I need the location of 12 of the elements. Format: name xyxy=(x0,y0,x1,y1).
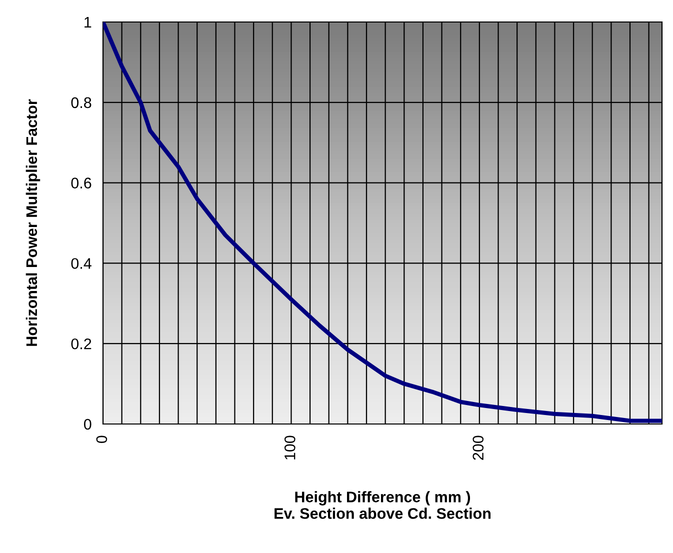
line-series xyxy=(103,22,662,423)
x-axis-title: Height Difference ( mm ) Ev. Section above Cd. Section xyxy=(274,491,491,519)
y-tick-label: 1 xyxy=(84,17,92,28)
y-tick-label: 0.6 xyxy=(71,178,92,188)
x-tick-label: 0 xyxy=(96,436,108,444)
y-tick-label: 0 xyxy=(84,418,92,430)
x-tick-label: 100 xyxy=(284,436,296,460)
y-tick-label: 0.4 xyxy=(71,258,92,269)
x-tick-label: 200 xyxy=(472,436,484,460)
y-tick-label: 0.8 xyxy=(71,97,92,108)
y-tick-label: 0.2 xyxy=(71,338,92,350)
y-axis-title: Horizontal Power Multiplier Factor xyxy=(26,99,40,346)
